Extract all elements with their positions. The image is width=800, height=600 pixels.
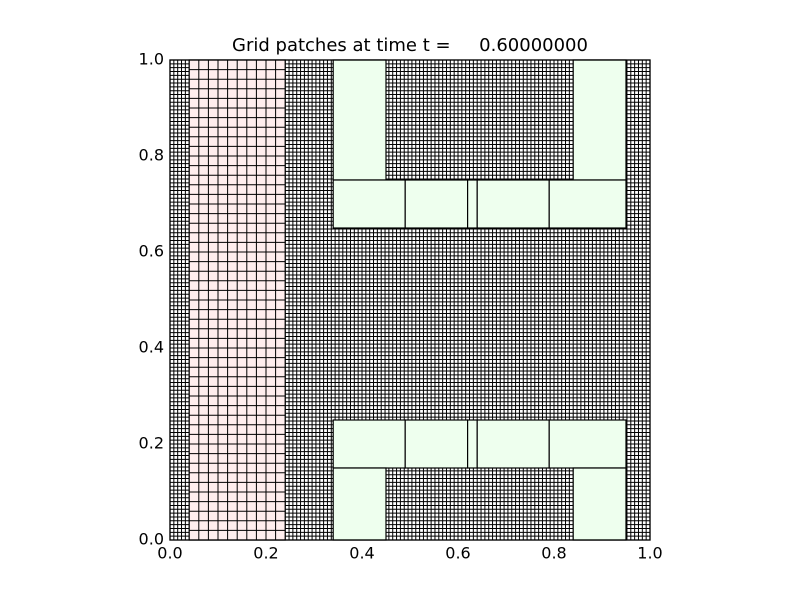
chart-title: Grid patches at time t = 0.60000000 bbox=[232, 35, 588, 56]
y-tick-label: 0.6 bbox=[139, 242, 164, 261]
y-tick-label: 0.0 bbox=[139, 530, 164, 549]
patch bbox=[476, 179, 550, 229]
y-tick-label: 0.8 bbox=[139, 146, 164, 165]
patch bbox=[404, 419, 469, 469]
patch bbox=[548, 179, 627, 229]
patch bbox=[467, 419, 478, 469]
patch bbox=[332, 467, 387, 541]
x-tick-label: 0.0 bbox=[157, 544, 182, 563]
y-tick-label: 1.0 bbox=[139, 50, 164, 69]
patch-area bbox=[332, 419, 406, 469]
patch bbox=[476, 419, 550, 469]
patch bbox=[404, 179, 469, 229]
patch-area bbox=[332, 179, 406, 229]
patch bbox=[572, 59, 627, 181]
patch-area bbox=[572, 467, 627, 541]
x-tick-label: 1.0 bbox=[637, 544, 662, 563]
patch-area bbox=[332, 59, 387, 181]
x-tick-label: 0.2 bbox=[253, 544, 278, 563]
patch bbox=[332, 179, 406, 229]
patch-area bbox=[467, 179, 478, 229]
patch bbox=[548, 419, 627, 469]
x-tick-label: 0.8 bbox=[541, 544, 566, 563]
x-tick-label: 0.4 bbox=[349, 544, 374, 563]
patch bbox=[188, 59, 286, 541]
patch-area bbox=[476, 179, 550, 229]
patch-area bbox=[548, 419, 627, 469]
patch-area bbox=[404, 179, 469, 229]
patch bbox=[332, 419, 406, 469]
patch-area bbox=[404, 419, 469, 469]
patch bbox=[467, 179, 478, 229]
patch bbox=[572, 467, 627, 541]
patch bbox=[332, 59, 387, 181]
patch-area bbox=[572, 59, 627, 181]
patch-area bbox=[476, 419, 550, 469]
patch-area bbox=[332, 467, 387, 541]
y-tick-label: 0.2 bbox=[139, 434, 164, 453]
patch-area bbox=[467, 419, 478, 469]
y-tick-label: 0.4 bbox=[139, 338, 164, 357]
patch-grid bbox=[189, 60, 286, 540]
x-tick-label: 0.6 bbox=[445, 544, 470, 563]
plot-frame bbox=[169, 59, 651, 541]
patch-area bbox=[548, 179, 627, 229]
